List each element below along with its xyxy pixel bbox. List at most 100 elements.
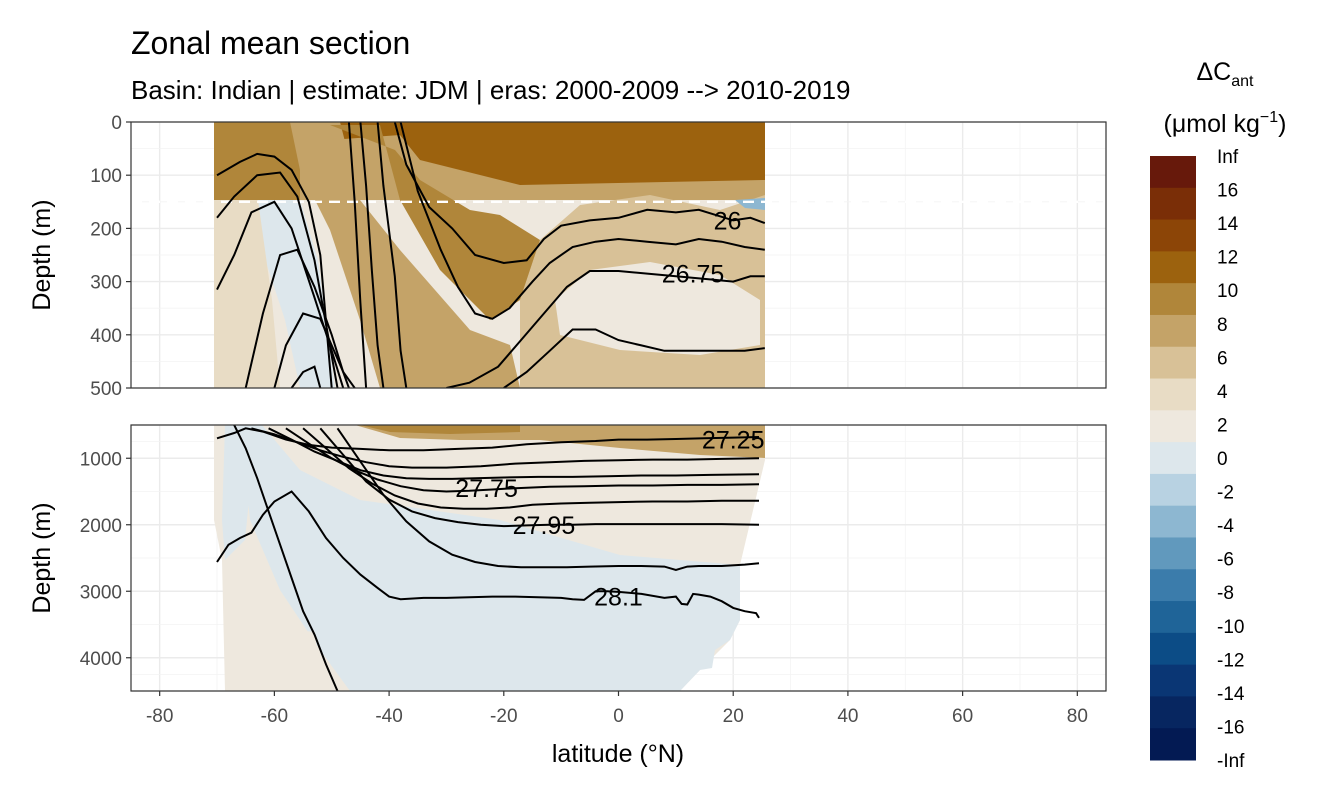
legend: ΔCant (μmol kg−1) Inf 16 14 12 10 8 6 4 2 0 -2 -4 -6… [1150, 58, 1286, 772]
legend-key [1150, 505, 1196, 538]
y-axis-lower-label: Depth (m) [28, 502, 56, 613]
panel-lower-field [214, 425, 765, 691]
contour-label: 28.1 [594, 584, 643, 612]
legend-break-label: 4 [1217, 382, 1228, 403]
field-upper-surface-core [330, 122, 765, 185]
legend-break-label: -2 [1217, 483, 1234, 504]
legend-break-label: -4 [1217, 516, 1234, 537]
legend-key [1150, 314, 1196, 348]
contour-label: 27.25 [702, 427, 765, 455]
y-tick-label: 500 [90, 379, 122, 400]
panel-upper-field [214, 122, 765, 388]
x-tick-label: -40 [375, 706, 402, 727]
y-tick-label: 3000 [80, 582, 122, 603]
isopycnal-line [216, 152, 333, 388]
field-upper-frontal-core [330, 125, 540, 320]
x-tick-label: 0 [613, 706, 624, 727]
legend-key [1150, 728, 1196, 761]
legend-key [1150, 473, 1196, 507]
legend-break-label: 16 [1217, 181, 1238, 202]
contour-labels: 26 26.75 27.25 27.75 27.95 28.1 [455, 207, 764, 611]
isopycnal-line [347, 122, 368, 388]
contour-label: 26.75 [662, 261, 725, 289]
legend-key [1150, 346, 1196, 380]
field-upper-frontal-band [290, 122, 520, 388]
field-upper-low-core [555, 262, 760, 355]
x-tick-label: 20 [723, 706, 744, 727]
legend-break-label: -8 [1217, 583, 1234, 604]
field-upper-southern-column [214, 200, 280, 388]
legend-break-label: 14 [1217, 214, 1239, 235]
legend-key [1150, 187, 1196, 221]
isopycnal-line [393, 122, 766, 265]
legend-key [1150, 632, 1196, 666]
x-axis-ticks: -80 -60 -40 -20 0 20 40 60 80 [146, 691, 1088, 727]
legend-key [1150, 156, 1196, 189]
field-lower-deep-patch [295, 630, 318, 660]
field-lower-negative-water [240, 425, 740, 691]
y-tick-label: 0 [111, 113, 122, 134]
x-tick-label: 40 [837, 706, 858, 727]
isopycnal-line [359, 122, 385, 388]
x-tick-label: 80 [1067, 706, 1088, 727]
legend-key [1150, 664, 1196, 697]
legend-key [1150, 601, 1196, 634]
legend-break-label: -Inf [1217, 751, 1245, 772]
isopycnal-line [233, 425, 339, 691]
isopycnal-line [290, 365, 322, 388]
isopycnal-line [273, 312, 356, 388]
contour-label: 27.95 [513, 512, 576, 540]
y-tick-label: 1000 [80, 449, 122, 470]
x-tick-label: 60 [952, 706, 973, 727]
y-axis-upper-ticks: 0 100 200 300 400 500 [90, 113, 131, 400]
legend-break-label: -14 [1217, 684, 1245, 705]
isopycnal-line [285, 427, 760, 493]
contour-label: 27.75 [455, 475, 518, 503]
x-tick-label: -20 [490, 706, 517, 727]
legend-key [1150, 537, 1196, 570]
legend-key [1150, 569, 1196, 602]
panel-upper: 0 100 200 300 400 500 Depth (m) [28, 113, 1107, 400]
legend-break-label: 8 [1217, 315, 1228, 336]
legend-break-label: -16 [1217, 717, 1244, 738]
y-tick-label: 400 [90, 326, 122, 347]
field-upper-negative-patch [255, 200, 335, 388]
isopycnal-line [302, 427, 759, 510]
isopycnal-line [503, 328, 765, 388]
x-tick-label: -60 [261, 706, 288, 727]
legend-break-label: 2 [1217, 415, 1228, 436]
legend-title-main: ΔCant [1196, 58, 1254, 90]
legend-break-label: 10 [1217, 281, 1238, 302]
y-tick-label: 4000 [80, 649, 122, 670]
isopycnal-line [336, 427, 760, 572]
x-axis-label: latitude (°N) [552, 740, 684, 768]
isopycnal-line [216, 200, 345, 388]
chart-subtitle: Basin: Indian | estimate: JDM | eras: 20… [131, 75, 851, 105]
isopycnals-upper [216, 122, 766, 388]
legend-break-label: -6 [1217, 550, 1234, 571]
x-tick-label: -80 [146, 706, 173, 727]
legend-key [1150, 219, 1196, 252]
y-axis-lower-ticks: 1000 2000 3000 4000 [80, 449, 131, 670]
panel-upper-border [130, 121, 1107, 389]
legend-break-label: -10 [1217, 617, 1244, 638]
legend-break-label: 0 [1217, 449, 1228, 470]
isopycnal-line [376, 122, 408, 388]
contour-label: 26 [714, 207, 742, 235]
legend-key [1150, 442, 1196, 475]
legend-key [1150, 378, 1196, 411]
chart-title: Zonal mean section [131, 25, 410, 61]
y-tick-label: 300 [90, 273, 122, 294]
y-tick-label: 200 [90, 219, 122, 240]
legend-key [1150, 251, 1196, 284]
legend-keys: Inf 16 14 12 10 8 6 4 2 0 -2 -4 -6 -8 -10 -12 -14 -16 -Inf [1150, 147, 1245, 772]
y-axis-upper-label: Depth (m) [28, 199, 56, 310]
isopycnal-line [216, 490, 760, 619]
legend-break-label: -12 [1217, 650, 1244, 671]
legend-break-label: Inf [1217, 147, 1239, 168]
legend-break-label: 6 [1217, 348, 1228, 369]
isopycnal-line [399, 122, 765, 320]
y-tick-label: 2000 [80, 516, 122, 537]
isopycnals-lower [216, 425, 760, 691]
